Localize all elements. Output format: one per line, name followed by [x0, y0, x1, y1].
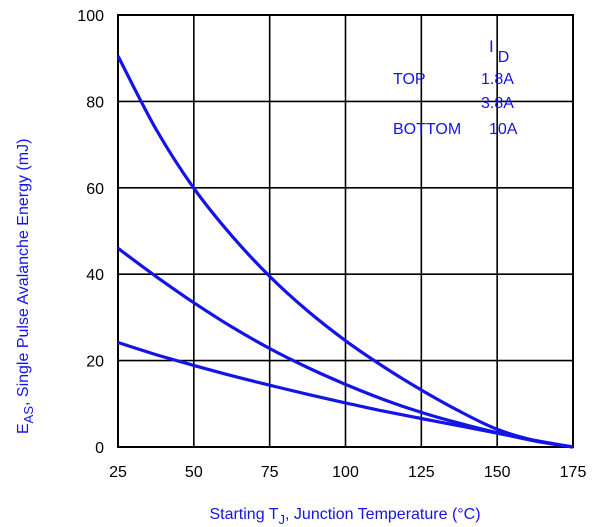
x-tick-label: 125 [408, 464, 435, 481]
x-tick-label: 50 [185, 464, 203, 481]
legend-backdrop [386, 83, 394, 97]
y-axis-label: EAS, Single Pulse Avalanche Energy (mJ) [15, 139, 36, 434]
x-tick-label: 100 [332, 464, 359, 481]
legend-top-label: TOP [393, 71, 426, 88]
x-tick-label: 150 [484, 464, 511, 481]
y-tick-label: 100 [77, 8, 104, 25]
legend-mid-value: 3.8A [481, 95, 514, 112]
grid-lines [118, 15, 573, 447]
series-line-1-8a [116, 55, 574, 449]
plot-frame [117, 14, 574, 448]
legend-header: ID [489, 37, 509, 66]
y-tick-label: 60 [86, 181, 104, 198]
legend-bottom-value: 10A [489, 121, 518, 138]
x-tick-label: 25 [109, 464, 127, 481]
x-tick-label: 175 [560, 464, 587, 481]
legend-top-value: 1.8A [481, 71, 514, 88]
y-tick-label: 0 [95, 440, 104, 457]
series-line-10a [117, 340, 574, 449]
y-tick-label: 80 [86, 94, 104, 111]
x-axis-label: Starting TJ, Junction Temperature (°C) [209, 506, 480, 527]
y-tick-labels: 0 20 40 60 80 100 [77, 8, 104, 457]
x-tick-labels: 25 50 75 100 125 150 175 [109, 464, 586, 481]
legend: ID TOP 1.8A 3.8A BOTTOM 10A [386, 37, 518, 138]
x-tick-label: 75 [261, 464, 279, 481]
data-series [116, 55, 574, 449]
legend-bottom-label: BOTTOM [393, 121, 461, 138]
y-tick-label: 20 [86, 354, 104, 371]
y-tick-label: 40 [86, 267, 104, 284]
